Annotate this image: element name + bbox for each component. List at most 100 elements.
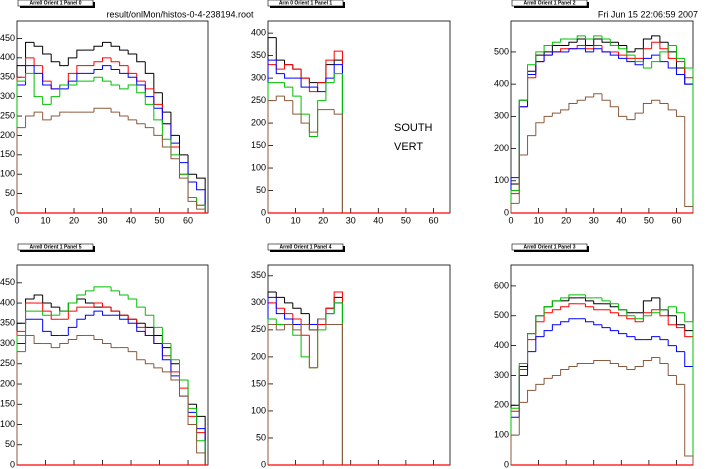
histogram-step: [675, 58, 685, 63]
histogram-step: [136, 85, 146, 94]
histogram-step: [609, 360, 619, 365]
x-tick-label: 20: [561, 215, 571, 225]
histogram-step: [634, 61, 644, 66]
y-tick-label: 50: [5, 439, 15, 449]
histogram-step: [93, 335, 103, 340]
histogram-step: [667, 44, 677, 52]
histogram-step: [144, 307, 154, 316]
x-tick-label: 10: [534, 467, 544, 469]
histogram-step: [651, 309, 660, 313]
histogram-step: [25, 310, 35, 336]
histogram-step: [102, 303, 112, 308]
histogram-step: [16, 351, 26, 465]
histogram-step: [642, 61, 652, 69]
x-tick-label: 60: [183, 467, 193, 469]
histogram-step: [153, 315, 163, 328]
y-tick-label: 350: [0, 72, 15, 82]
histogram-step: [634, 336, 644, 341]
histogram-step: [59, 84, 69, 97]
histogram-step: [527, 135, 536, 156]
x-tick-label: 20: [561, 467, 571, 469]
y-tick-label: 250: [251, 95, 266, 105]
y-tick-label: 100: [251, 162, 266, 172]
histogram-step: [593, 360, 602, 364]
x-tick-label: 0: [508, 215, 513, 225]
histogram-step: [593, 48, 602, 52]
x-tick-label: 60: [671, 467, 681, 469]
x-tick-label: 30: [589, 467, 599, 469]
histogram-step: [275, 95, 285, 101]
histogram-step: [560, 306, 569, 310]
x-tick-label: 40: [616, 467, 626, 469]
histogram-step: [684, 58, 694, 213]
histogram-step: [284, 82, 293, 88]
histogram-step: [675, 324, 685, 329]
histogram-step: [119, 61, 129, 67]
histogram-step: [634, 48, 644, 52]
x-tick-label: 50: [644, 215, 654, 225]
x-tick-label: 50: [401, 215, 411, 225]
y-tick-label: 250: [0, 110, 15, 120]
histogram-step: [33, 335, 43, 345]
y-tick-label: 450: [0, 277, 15, 287]
histogram-step: [609, 309, 619, 314]
histogram-step: [634, 318, 644, 323]
y-tick-label: 400: [494, 79, 509, 89]
histogram-step: [127, 319, 137, 324]
histogram-step: [551, 324, 561, 331]
histogram-step: [42, 46, 52, 55]
histogram-step: [518, 401, 528, 436]
histogram-step: [333, 109, 343, 213]
histogram-step: [651, 35, 660, 40]
x-tick-label: 0: [265, 215, 270, 225]
histogram-step: [170, 147, 180, 160]
histogram-step: [593, 44, 602, 49]
histogram-step: [196, 424, 206, 465]
histogram-step: [127, 347, 137, 353]
histogram-step: [153, 127, 163, 136]
histogram-step: [50, 331, 60, 336]
histogram-step: [110, 42, 120, 47]
histogram-step: [317, 318, 326, 330]
histogram-step: [300, 323, 310, 330]
histogram-step: [601, 297, 611, 302]
x-tick-label: 10: [40, 467, 50, 469]
histogram-step: [584, 294, 594, 299]
y-tick-label: 0: [261, 207, 266, 217]
histogram-step: [535, 51, 545, 65]
histogram-step: [684, 116, 694, 213]
histogram-step: [308, 356, 318, 369]
histogram-step: [170, 343, 180, 361]
histogram-step: [543, 330, 553, 337]
histogram-step: [667, 103, 677, 111]
x-tick-label: 30: [98, 215, 108, 225]
histogram-step: [42, 319, 52, 332]
histogram-step: [584, 35, 594, 40]
histogram-step: [275, 297, 285, 315]
histogram-step: [527, 333, 536, 364]
histogram-step: [317, 87, 326, 93]
histogram-step: [618, 55, 627, 59]
x-tick-label: 0: [265, 467, 270, 469]
histogram-step: [136, 323, 146, 332]
histogram-step: [93, 68, 103, 74]
histogram-step: [119, 112, 129, 117]
histogram-step: [187, 178, 197, 202]
histogram-step: [543, 54, 553, 62]
histogram-step: [292, 87, 302, 97]
histogram-step: [127, 116, 137, 121]
x-tick-label: 20: [69, 467, 79, 469]
histogram-step: [618, 106, 627, 117]
histogram-step: [50, 96, 60, 105]
histogram-step: [684, 384, 694, 465]
histogram-step: [42, 73, 52, 86]
histogram-step: [325, 319, 335, 325]
histogram-step: [317, 109, 326, 133]
x-tick-label: 60: [428, 467, 438, 469]
histogram-step: [584, 318, 594, 323]
y-tick-label: 600: [494, 280, 509, 290]
title-box: [17, 243, 94, 251]
y-tick-label: 100: [494, 175, 509, 185]
y-tick-label: 50: [256, 185, 266, 195]
